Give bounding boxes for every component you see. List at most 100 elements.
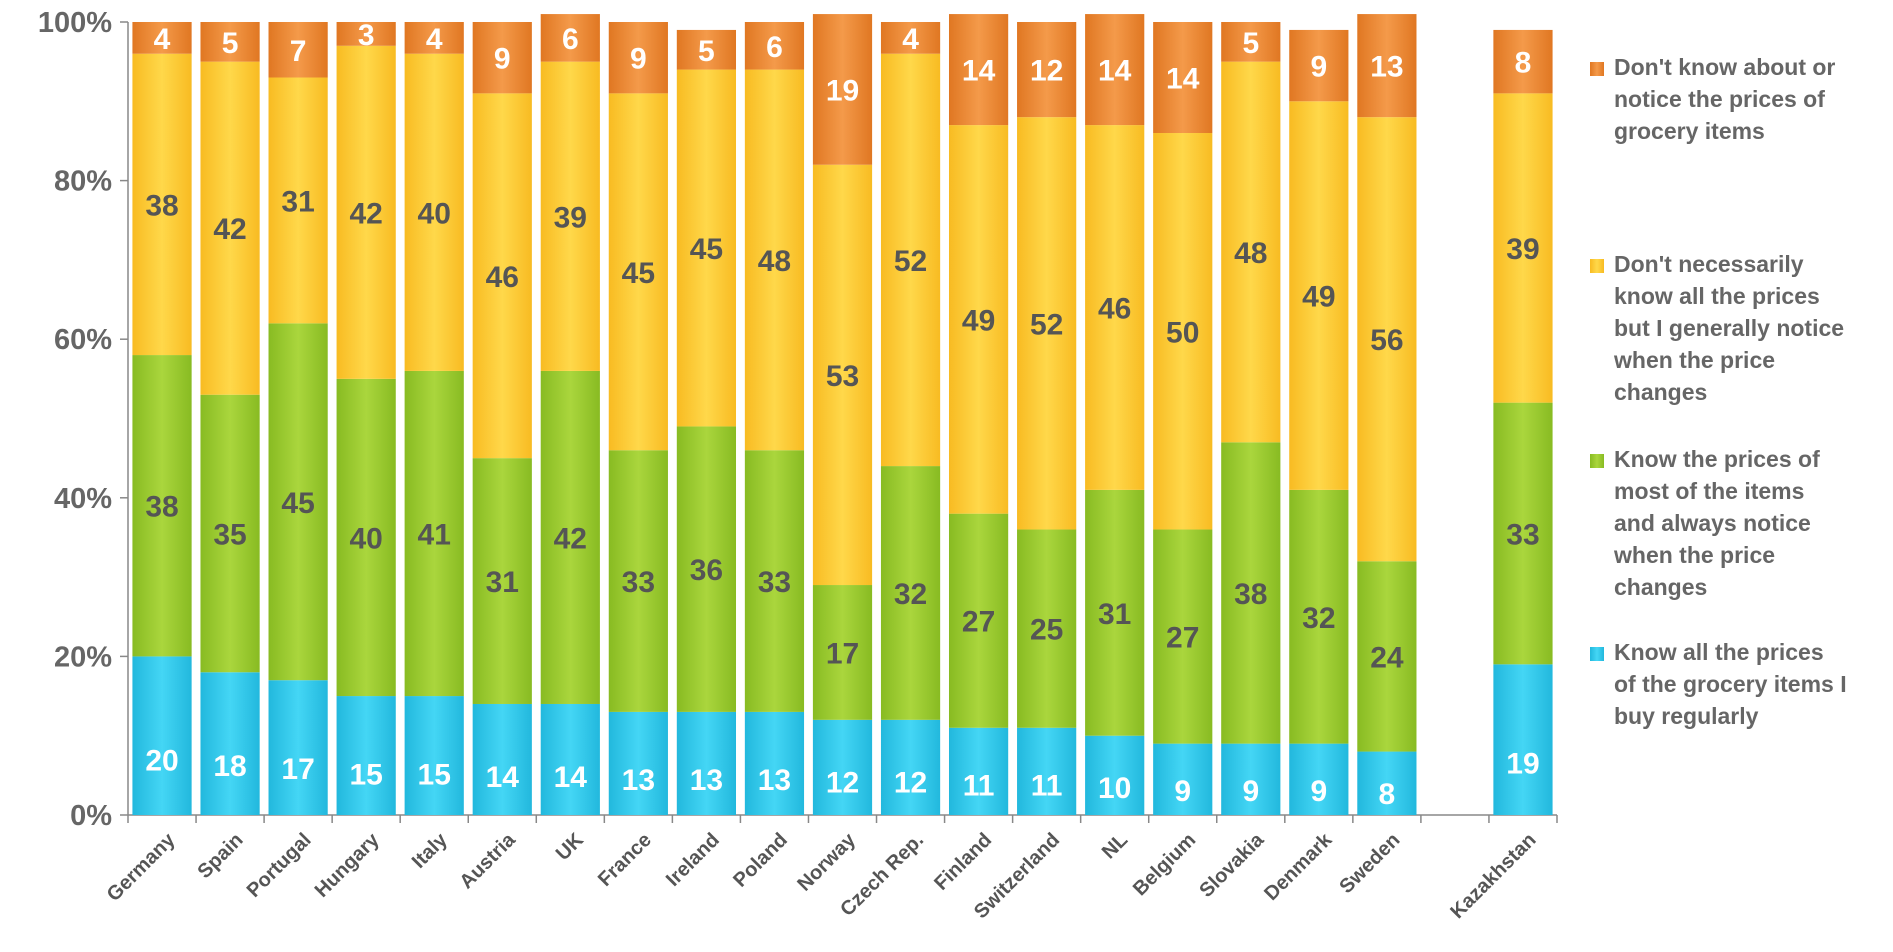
bar-segment [1017,529,1077,728]
bar-segment [1153,529,1213,744]
data-label: 5 [1242,27,1259,60]
data-label: 53 [826,360,859,393]
bar-segment [472,93,532,459]
data-label: 9 [630,43,647,76]
bar-segment [1357,14,1417,118]
category-label: Poland [729,829,792,892]
data-label: 48 [1234,237,1267,270]
bar-segment [200,22,260,62]
category-label: Belgium [1129,829,1200,900]
y-tick-label: 0% [70,800,112,832]
bar-segment [200,672,260,815]
data-label: 25 [1030,614,1063,647]
bar-segment [1357,751,1417,815]
bar-segment [880,22,941,54]
bar-segment [676,426,737,712]
data-label: 14 [1166,63,1200,96]
data-label: 9 [494,43,511,76]
bar-segment [880,53,941,467]
data-label: 40 [418,197,451,230]
bar-segment [1221,442,1281,744]
data-label: 31 [1098,598,1131,631]
data-label: 14 [1098,55,1132,88]
data-label: 49 [1302,281,1335,314]
bar-segment [1221,61,1281,443]
data-label: 45 [281,487,314,520]
data-label: 52 [1030,308,1063,341]
data-label: 8 [1379,778,1396,811]
bar-segment [948,14,1009,126]
data-label: 12 [894,767,927,800]
bar-segment [404,53,464,371]
bar-segment [200,394,260,673]
bars: 2038384183542517453171540423154140414314… [132,14,1553,815]
bar-segment [1153,22,1213,134]
data-label: 35 [213,518,246,551]
data-label: 27 [1166,622,1199,655]
category-label: Spain [194,829,248,883]
bar-segment [1357,117,1417,562]
data-label: 12 [1030,55,1063,88]
data-label: 10 [1098,772,1131,805]
data-label: 41 [418,518,451,551]
data-label: 18 [213,750,246,783]
category-label: Finland [930,829,996,895]
legend: Don't know about or notice the prices of g… [1590,54,1847,729]
data-label: 5 [222,27,239,60]
bar-segment [1289,101,1349,490]
data-label: 50 [1166,316,1199,349]
data-label: 45 [622,257,655,290]
data-label: 42 [554,522,587,555]
bar-segment [1153,133,1213,530]
data-label: 4 [154,23,171,56]
bar-segment [1221,22,1281,62]
bar-segment [404,370,464,697]
data-label: 49 [962,304,995,337]
data-label: 6 [766,31,783,64]
data-label: 24 [1370,641,1404,674]
data-label: 15 [349,758,382,791]
data-label: 38 [1234,578,1267,611]
data-label: 14 [554,761,588,794]
category-label: UK [552,829,588,865]
data-label: 5 [698,35,715,68]
bar-segment [1017,727,1077,815]
data-label: 13 [1370,51,1403,84]
data-label: 31 [281,185,314,218]
data-label: 7 [290,35,307,68]
legend-swatch [1590,647,1604,661]
bar-segment [744,711,805,815]
data-label: 48 [758,245,791,278]
category-label: Sweden [1335,829,1404,898]
data-label: 13 [758,764,791,797]
data-label: 11 [1031,769,1063,802]
data-label: 6 [562,23,579,56]
category-label: Austria [456,828,521,893]
data-label: 17 [281,753,314,786]
bar-segment [404,22,464,54]
bar-segment [336,696,396,815]
bar-segment [608,22,668,94]
category-label: Norway [793,828,860,895]
bar-segment [608,450,668,712]
data-label: 12 [826,767,859,800]
y-tick-label: 40% [54,483,112,515]
category-label: Germany [103,828,180,905]
y-tick-label: 80% [54,166,112,198]
category-label: Hungary [311,828,385,902]
data-label: 40 [349,522,382,555]
data-label: 8 [1515,47,1532,80]
bar-segment [608,711,668,815]
bar-segment [948,125,1009,514]
bar-segment [1085,735,1145,815]
bar-segment [676,69,737,427]
category-label: Kazakhstan [1446,829,1540,923]
legend-label: Know all the prices of the grocery items … [1614,639,1847,729]
data-label: 42 [213,213,246,246]
data-label: 4 [902,23,919,56]
data-label: 9 [1242,775,1259,808]
bar-segment [744,22,805,70]
bar-segment [268,22,328,78]
bar-segment [812,14,873,165]
data-label: 15 [418,758,451,791]
